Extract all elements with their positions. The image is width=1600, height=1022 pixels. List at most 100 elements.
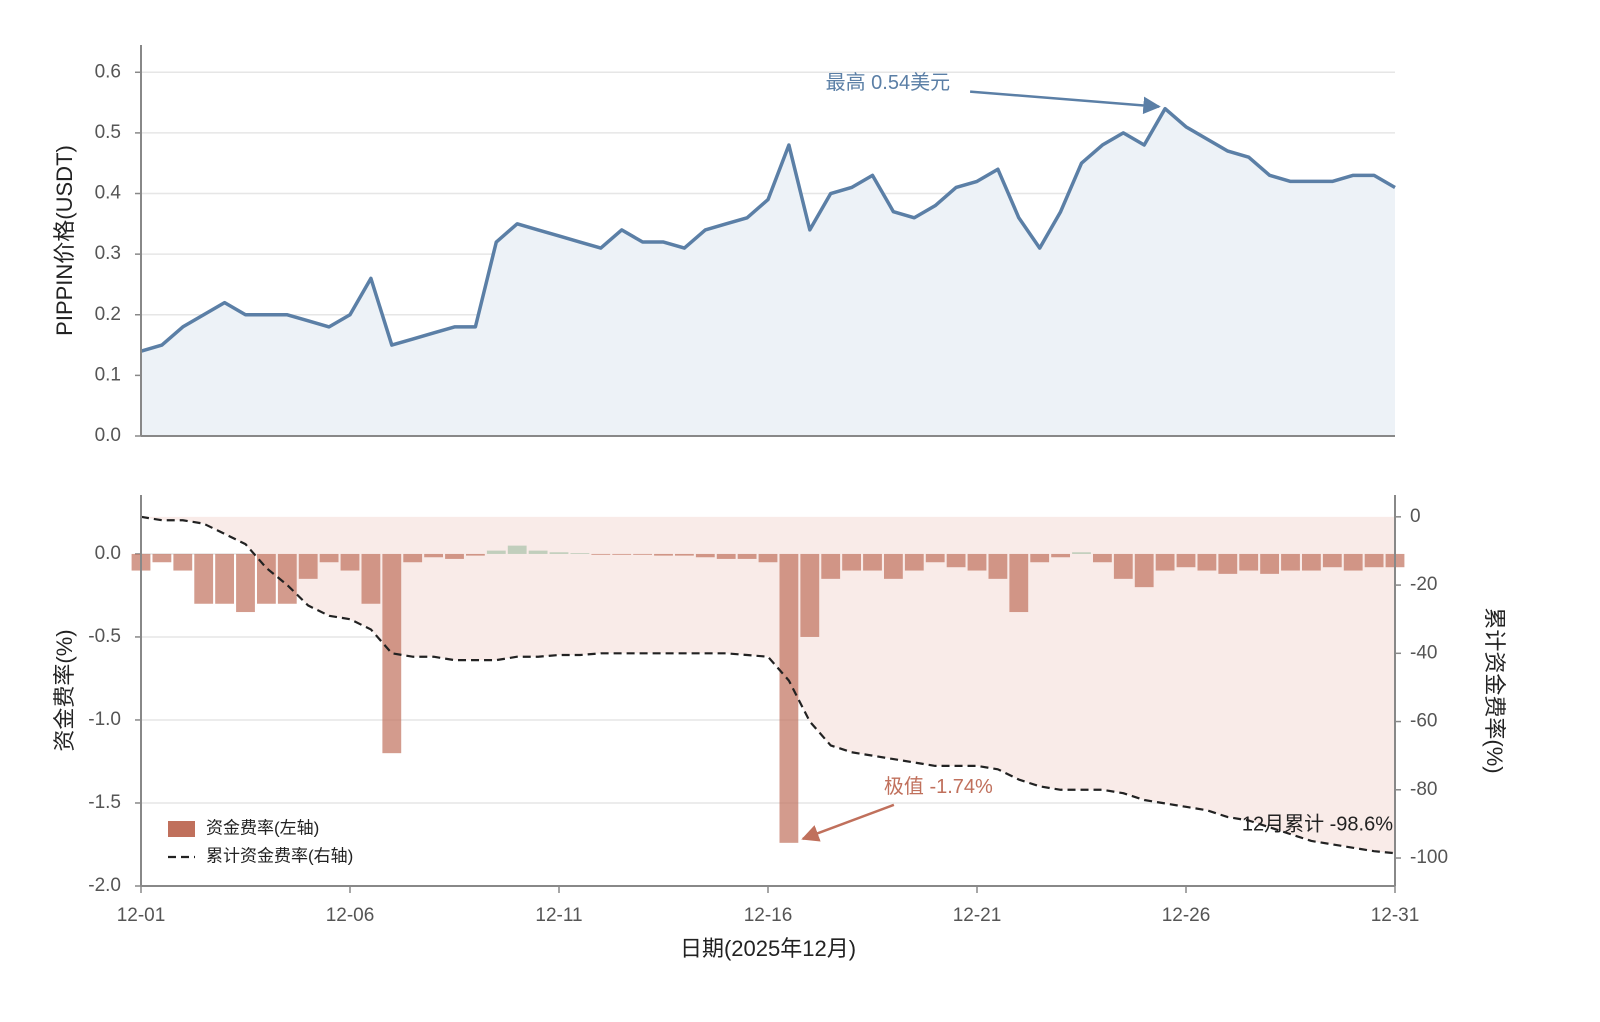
bar xyxy=(424,553,444,558)
y-tick-label: -1.5 xyxy=(88,792,121,813)
bar xyxy=(382,553,402,754)
x-tick-label: 12-01 xyxy=(117,905,166,926)
bar xyxy=(800,553,820,637)
bar xyxy=(1092,553,1112,563)
x-tick-label: 12-11 xyxy=(535,905,582,926)
y-tick-label: 0.2 xyxy=(95,304,121,325)
y2-tick-label: -100 xyxy=(1410,847,1448,868)
bar xyxy=(1239,553,1259,571)
bar xyxy=(277,553,297,604)
bar xyxy=(758,553,778,563)
bar xyxy=(340,553,360,571)
x-tick-label: 12-31 xyxy=(1371,905,1420,926)
bar xyxy=(1051,553,1071,558)
y2-axis-title: 累计资金费率(%) xyxy=(1482,607,1507,773)
y2-tick-label: -20 xyxy=(1410,574,1437,595)
x-tick-label: 12-21 xyxy=(953,905,1002,926)
y-tick-label: 0.5 xyxy=(95,122,121,143)
area xyxy=(141,516,1395,854)
bar xyxy=(1301,553,1321,571)
bar xyxy=(1322,553,1342,568)
y2-tick-label: 0 xyxy=(1410,506,1421,527)
annotation-arrow xyxy=(801,803,895,842)
bar xyxy=(1364,553,1384,568)
bar xyxy=(570,553,590,554)
bar xyxy=(236,553,255,613)
y2-tick-label: -40 xyxy=(1410,642,1437,663)
bar xyxy=(779,553,799,843)
bar xyxy=(215,553,235,604)
bar xyxy=(298,553,318,579)
annotation: 最高 0.54美元 xyxy=(826,71,950,94)
x-tick-label: 12-26 xyxy=(1162,905,1211,926)
bar xyxy=(1009,553,1029,613)
y-tick-label: 0.0 xyxy=(95,425,121,446)
bar xyxy=(1343,553,1363,571)
legend-label: 资金费率(左轴) xyxy=(206,818,319,837)
bar xyxy=(925,553,945,563)
bar xyxy=(821,553,841,579)
y-tick-label: 0.3 xyxy=(95,243,121,264)
area xyxy=(141,108,1395,437)
y-tick-label: 0.0 xyxy=(95,543,121,564)
y-tick-label: -2.0 xyxy=(88,875,121,896)
bar xyxy=(591,553,611,555)
bar xyxy=(465,553,485,556)
y-axis-title: PIPPIN价格(USDT) xyxy=(52,145,77,336)
bar xyxy=(1155,553,1175,571)
bar xyxy=(152,553,172,563)
bar xyxy=(842,553,862,571)
bar xyxy=(486,550,506,554)
y2-tick-label: -60 xyxy=(1410,711,1437,732)
bar xyxy=(737,553,757,559)
bar xyxy=(1030,553,1050,563)
bar xyxy=(1281,553,1300,571)
bar xyxy=(1134,553,1154,588)
y-tick-label: 0.4 xyxy=(95,183,122,204)
annotation-arrow xyxy=(970,90,1161,115)
x-tick-label: 12-16 xyxy=(744,905,793,926)
bar xyxy=(654,553,673,556)
bar xyxy=(883,553,903,579)
bar xyxy=(1260,553,1280,574)
annotation: 极值 -1.74% xyxy=(884,775,993,798)
bar xyxy=(1218,553,1238,574)
bar xyxy=(946,553,966,568)
y-tick-label: 0.1 xyxy=(95,364,121,385)
line xyxy=(140,106,1396,353)
bar xyxy=(194,553,214,604)
bar xyxy=(633,553,653,555)
bar xyxy=(967,553,987,571)
y-tick-label: -1.0 xyxy=(88,709,121,730)
bar xyxy=(507,545,527,554)
bar xyxy=(256,553,276,604)
bar xyxy=(528,550,548,554)
bar xyxy=(361,553,381,604)
y-tick-label: 0.6 xyxy=(95,61,121,82)
legend-label: 累计资金费率(右轴) xyxy=(206,846,353,865)
bar xyxy=(904,553,924,571)
bar xyxy=(988,553,1008,579)
x-axis-title: 日期(2025年12月) xyxy=(680,936,856,961)
bar xyxy=(612,553,632,555)
bar xyxy=(1197,553,1217,571)
bar xyxy=(173,553,193,571)
bar xyxy=(695,553,715,558)
y-tick-label: -0.5 xyxy=(88,626,121,647)
bar xyxy=(445,553,464,559)
y-axis-title: 资金费率(%) xyxy=(52,629,77,751)
bar xyxy=(716,553,736,559)
y2-tick-label: -80 xyxy=(1410,779,1437,800)
bar xyxy=(1176,553,1196,568)
bar xyxy=(319,553,339,563)
bar xyxy=(1072,552,1091,554)
bar xyxy=(674,553,694,556)
bar xyxy=(1113,553,1133,579)
line xyxy=(140,515,1396,855)
bar xyxy=(403,553,423,563)
bar xyxy=(863,553,882,571)
legend-swatch xyxy=(168,821,195,837)
bar xyxy=(549,552,569,554)
